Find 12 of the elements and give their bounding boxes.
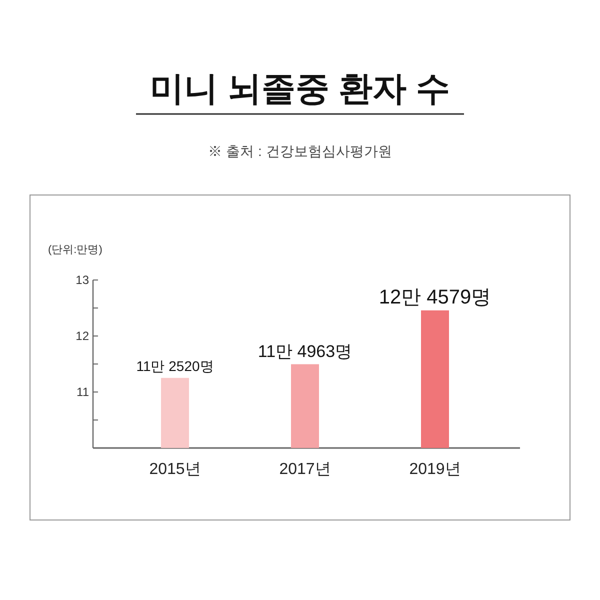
data-label: 11만 2520명: [136, 358, 214, 374]
y-tick-label: 11: [76, 385, 90, 399]
subtitle: ※ 출처 : 건강보험심사평가원: [208, 143, 392, 159]
y-tick-label: 12: [76, 329, 90, 343]
data-label: 11만 4963명: [258, 342, 352, 362]
x-tick-label: 2017년: [279, 461, 331, 478]
x-tick-label: 2019년: [409, 461, 461, 478]
data-label: 12만 4579명: [378, 286, 492, 308]
y-axis-title: (단위:만명): [48, 244, 102, 256]
x-tick-label: 2015년: [149, 461, 201, 478]
title: 미니 뇌졸중 환자 수: [150, 70, 450, 108]
y-tick-label: 13: [76, 273, 90, 287]
